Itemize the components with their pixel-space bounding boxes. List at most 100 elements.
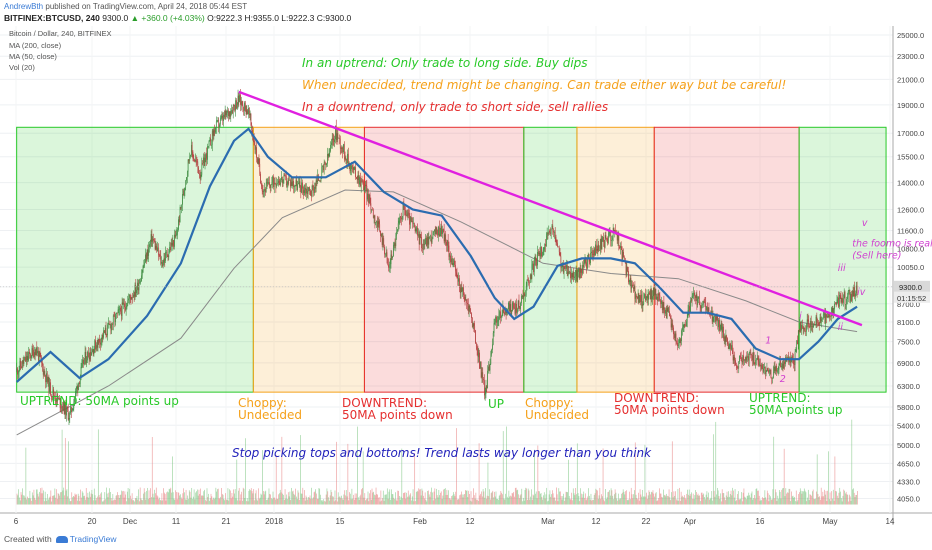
volume-bar <box>684 497 686 505</box>
volume-bar <box>781 489 783 505</box>
candle-body <box>569 271 571 273</box>
volume-bar <box>56 498 58 505</box>
candle-body <box>808 321 810 326</box>
candle-body <box>714 315 715 317</box>
volume-bar <box>402 498 403 505</box>
volume-bar <box>800 490 802 505</box>
volume-bar <box>613 499 614 505</box>
candle-body <box>553 231 554 233</box>
candle-body <box>75 391 76 398</box>
volume-bar <box>738 499 740 505</box>
candle-body <box>80 366 82 377</box>
candle-body <box>201 162 203 175</box>
volume-bar <box>734 489 736 505</box>
candle-body <box>426 237 427 246</box>
volume-bar <box>104 492 106 505</box>
candle-body <box>488 366 490 371</box>
volume-bar <box>169 489 171 505</box>
volume-bar <box>419 489 421 505</box>
candle-body <box>474 326 476 331</box>
x-tick-label: 11 <box>172 517 181 526</box>
candle-body <box>204 157 206 166</box>
candle-body <box>568 271 570 273</box>
candle-body <box>715 315 716 322</box>
candle-body <box>386 252 388 258</box>
candle-body <box>352 167 354 170</box>
candle-body <box>272 176 273 183</box>
volume-bar <box>588 488 589 505</box>
candle-body <box>628 281 630 283</box>
volume-bar <box>758 495 760 505</box>
volume-bar <box>411 500 412 505</box>
candle-body <box>697 298 699 305</box>
candle-body <box>444 234 446 242</box>
candle-body <box>708 307 710 315</box>
volume-bar <box>702 494 704 505</box>
candle-body <box>245 105 247 115</box>
volume-bar <box>135 498 137 505</box>
volume-bar <box>811 495 812 505</box>
candle-body <box>344 156 346 160</box>
candle-body <box>761 365 763 369</box>
volume-bar <box>267 499 268 505</box>
zone-label: Undecided <box>238 408 302 422</box>
volume-bar <box>219 498 221 505</box>
candle-body <box>654 288 656 296</box>
candle-body <box>27 356 29 361</box>
candle-body <box>428 237 430 245</box>
volume-bar <box>440 492 441 505</box>
candle-body <box>385 253 386 255</box>
candle-body <box>265 188 266 193</box>
candle-body <box>264 188 265 192</box>
candle-body <box>66 406 67 416</box>
volume-bar <box>747 495 749 505</box>
volume-bar <box>813 498 815 505</box>
candle-body <box>119 307 121 310</box>
volume-bar <box>610 488 612 505</box>
volume-bar <box>803 488 805 505</box>
zone-label: 50MA points up <box>749 403 843 417</box>
candle-body <box>600 239 602 250</box>
candle-body <box>133 294 134 298</box>
candle-body <box>476 347 478 350</box>
candle-body <box>171 242 173 246</box>
candle-body <box>148 247 150 256</box>
volume-bar <box>590 493 592 505</box>
candle-body <box>774 367 776 371</box>
volume-bar <box>780 498 782 505</box>
candle-body <box>120 307 121 312</box>
candle-body <box>667 307 669 312</box>
author-link[interactable]: AndrewBth <box>4 2 44 11</box>
tradingview-brand-link[interactable]: TradingView <box>69 534 117 544</box>
candle-body <box>671 323 673 328</box>
candle-body <box>293 180 294 188</box>
volume-bar <box>451 496 453 505</box>
volume-bar <box>672 497 674 505</box>
candle-body <box>517 309 518 313</box>
volume-bar <box>64 495 65 505</box>
candle-body <box>261 183 262 187</box>
volume-bar <box>179 495 180 505</box>
candle-body <box>724 336 726 342</box>
volume-bar <box>463 494 465 505</box>
volume-bar <box>81 497 82 505</box>
volume-bar <box>172 492 174 505</box>
volume-bar <box>114 499 115 505</box>
candle-body <box>105 327 107 335</box>
candle-body <box>818 322 819 326</box>
volume-bar <box>514 496 515 505</box>
candle-body <box>371 209 373 211</box>
candle-body <box>855 285 857 294</box>
volume-bar <box>254 500 255 505</box>
volume-bar <box>626 499 628 505</box>
candle-body <box>621 247 623 260</box>
candle-body <box>489 363 491 371</box>
candle-body <box>851 294 852 301</box>
volume-bar <box>513 491 515 505</box>
volume-bar <box>175 490 176 505</box>
candle-body <box>385 252 387 254</box>
candle-body <box>237 95 239 105</box>
x-tick-label: Apr <box>684 517 697 526</box>
candle-body <box>661 300 662 305</box>
